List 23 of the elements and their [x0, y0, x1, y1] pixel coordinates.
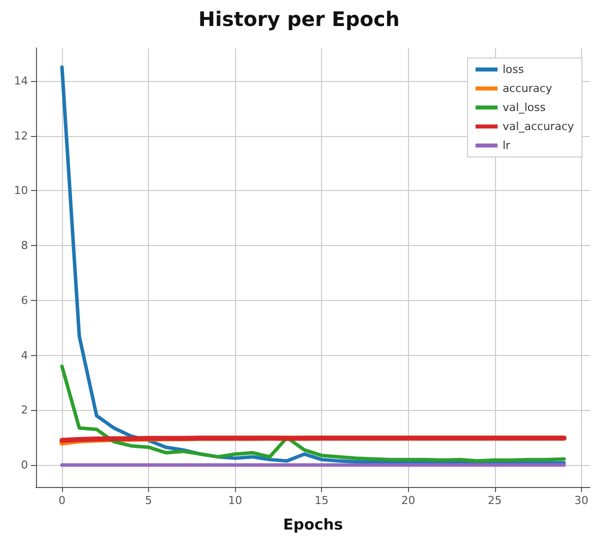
x-tick-label: 0	[58, 494, 66, 507]
y-tick-label: 0	[21, 458, 28, 472]
x-tick-label: 30	[574, 494, 588, 507]
y-tick-label: 14	[14, 74, 28, 88]
legend-label: accuracy	[502, 82, 553, 95]
legend-label: lr	[502, 139, 511, 152]
line-series	[60, 364, 566, 463]
y-tick-label: 8	[21, 239, 28, 252]
x-tick-label: 10	[228, 494, 242, 507]
y-tick-label: 2	[21, 404, 28, 417]
y-tick-label: 12	[14, 129, 28, 142]
legend-label: val_accuracy	[502, 120, 574, 133]
legend-label: loss	[502, 63, 524, 76]
y-tick-label: 6	[21, 294, 28, 307]
x-tick-label: 15	[314, 494, 329, 507]
x-axis-title: Epochs	[283, 516, 343, 534]
y-tick-label: 10	[14, 184, 28, 198]
y-tick-label: 4	[21, 348, 28, 362]
chart-title: History per Epoch	[198, 7, 400, 31]
x-tick-label: 20	[401, 494, 416, 507]
x-tick-label: 25	[488, 494, 502, 507]
legend-label: val_loss	[502, 101, 546, 114]
x-tick-label: 5	[145, 494, 152, 507]
